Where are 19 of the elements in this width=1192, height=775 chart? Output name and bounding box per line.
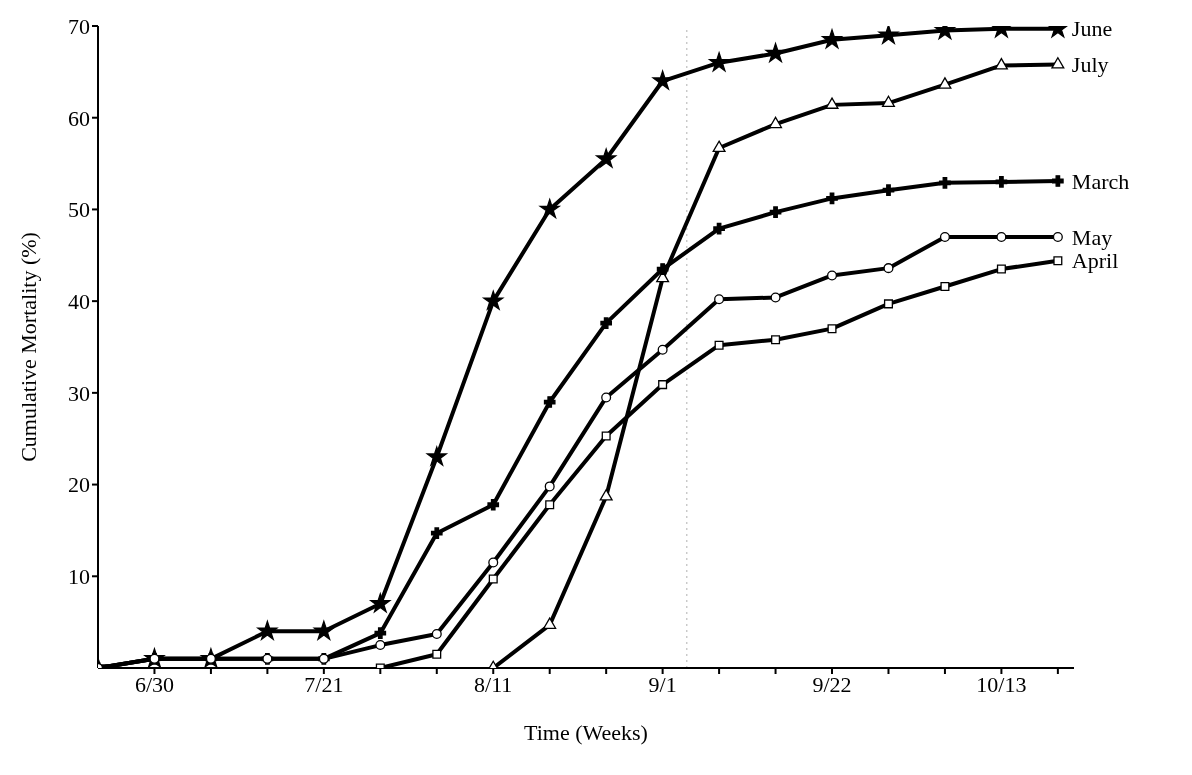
y-tick-label: 20	[68, 472, 90, 498]
x-tick-label: 9/1	[648, 671, 677, 697]
y-tick-label: 60	[68, 105, 90, 131]
x-tick-label: 9/22	[812, 671, 852, 697]
y-tick-label: 40	[68, 288, 90, 314]
series-label: June	[1071, 16, 1113, 42]
x-tick-label: 6/30	[134, 671, 175, 697]
y-tick-label: 70	[68, 13, 90, 39]
x-tick-label: 7/21	[304, 671, 344, 697]
x-axis-title: Time (Weeks)	[524, 720, 648, 745]
series-label: March	[1071, 168, 1130, 194]
y-tick-label: 10	[68, 564, 90, 590]
y-axis-title: Cumulative Mortality (%)	[15, 232, 41, 462]
x-tick-label: 8/11	[474, 671, 513, 697]
x-tick-label: 10/13	[976, 671, 1027, 697]
series-label: July	[1071, 52, 1109, 78]
series-label: May	[1071, 224, 1113, 250]
y-tick-label: 30	[68, 380, 90, 406]
y-tick-label: 50	[68, 197, 90, 223]
